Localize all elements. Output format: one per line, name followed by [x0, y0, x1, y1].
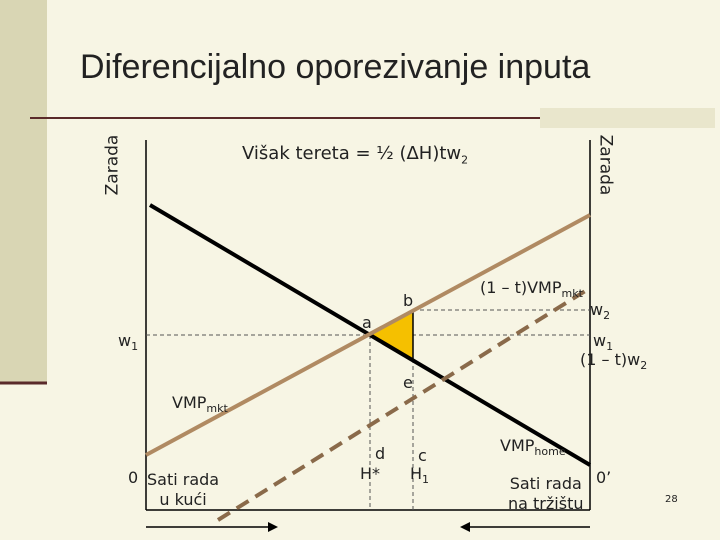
label: c: [418, 446, 427, 465]
line: Sati rada: [509, 474, 582, 493]
subscript: 2: [603, 309, 611, 323]
tvmp-mkt-curve: [145, 213, 591, 457]
vmp-mkt-curve: [216, 286, 592, 522]
subscript: 2: [461, 153, 469, 167]
label: H1: [410, 464, 430, 487]
label-text: Višak tereta = ½ (ΔH)tw: [242, 143, 462, 164]
axis-label: Zarada: [595, 134, 616, 196]
subscript: home: [534, 445, 566, 459]
label: w1: [593, 331, 614, 354]
side-band: [0, 0, 47, 383]
axis-label: Zarada: [102, 134, 123, 196]
label-text: H: [410, 464, 423, 483]
label: 0’: [596, 468, 612, 487]
line: u kući: [159, 490, 207, 509]
formula: Višak tereta = ½ (ΔH)tw2: [242, 145, 468, 166]
label: VMPhome: [500, 436, 566, 459]
line: na tržištu: [508, 494, 584, 513]
label: (1 – t)w2: [580, 350, 648, 373]
subscript: 2: [640, 359, 648, 373]
label-text: (1 – t)w: [580, 350, 641, 369]
arrow-head: [268, 522, 278, 532]
label: d: [375, 444, 386, 463]
label: H*: [360, 464, 381, 483]
line: Sati rada: [147, 470, 220, 489]
label-text: w: [118, 331, 132, 350]
label: VMPmkt: [172, 393, 228, 416]
label: a: [362, 313, 372, 332]
subscript: 1: [131, 340, 139, 354]
label-text: w: [590, 300, 604, 319]
corner-block: [540, 108, 715, 128]
label: (1 – t)VMPmkt: [480, 278, 583, 301]
deadweight-triangle: [368, 308, 414, 362]
subscript: mkt: [561, 287, 583, 301]
label: w2: [590, 300, 611, 323]
label: Sati rada u kući: [147, 470, 219, 510]
label: e: [403, 373, 413, 392]
subscript: 1: [422, 473, 430, 487]
label-text: VMP: [500, 436, 535, 455]
label: w1: [118, 331, 139, 354]
label: Sati rada na tržištu: [508, 474, 583, 514]
label: 0: [128, 468, 139, 487]
label-text: w: [593, 331, 607, 350]
subscript: 1: [606, 340, 614, 354]
label-text: (1 – t)VMP: [480, 278, 562, 297]
subscript: mkt: [206, 402, 228, 416]
label: b: [403, 291, 414, 310]
page-number: 28: [665, 494, 678, 505]
title: Diferencijalno oporezivanje inputa: [80, 48, 591, 86]
arrow-head: [460, 522, 470, 532]
label-text: VMP: [172, 393, 207, 412]
